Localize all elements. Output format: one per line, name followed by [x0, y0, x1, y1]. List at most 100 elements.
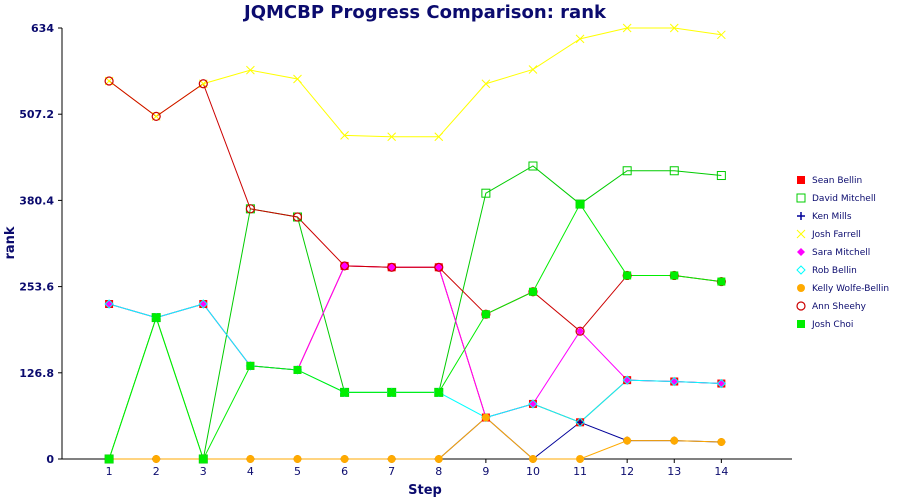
data-point-kelly-wolfe-bellin: [340, 455, 349, 463]
data-point-kelly-wolfe-bellin: [293, 455, 302, 463]
legend-label: David Mitchell: [812, 194, 876, 204]
legend-label: Ann Sheehy: [812, 302, 867, 312]
data-point-josh-farrell: [434, 132, 444, 142]
data-point-kelly-wolfe-bellin: [528, 455, 537, 463]
series-line-rob-bellin: [108, 303, 722, 423]
y-axis-label: rank: [3, 226, 18, 259]
data-point-josh-farrell: [717, 30, 726, 40]
x-tick-label: 12: [620, 465, 634, 478]
legend-label: Kelly Wolfe-Bellin: [812, 284, 889, 294]
data-point-josh-choi: [576, 200, 585, 209]
series-line-josh-farrell: [108, 27, 722, 138]
data-point-josh-choi: [199, 455, 208, 463]
legend-marker: [797, 320, 805, 328]
data-point-josh-choi: [152, 313, 161, 322]
data-point-sara-mitchell: [387, 263, 396, 272]
data-point-rob-bellin: [104, 299, 114, 309]
data-point-josh-farrell: [528, 65, 538, 74]
x-tick-label: 11: [573, 465, 587, 478]
data-point-sara-mitchell: [576, 327, 585, 336]
legend-marker: [797, 212, 805, 220]
data-point-kelly-wolfe-bellin: [576, 455, 585, 463]
data-point-david-mitchell: [622, 166, 632, 176]
data-point-ann-sheehy: [434, 262, 444, 272]
data-point-ann-sheehy: [292, 212, 303, 222]
data-point-ann-sheehy: [104, 76, 114, 86]
x-tick-label: 7: [388, 465, 395, 478]
data-point-josh-farrell: [481, 79, 491, 89]
data-point-ann-sheehy: [387, 262, 397, 272]
legend-marker: [797, 284, 805, 292]
data-point-ann-sheehy: [198, 79, 208, 89]
data-point-josh-farrell: [293, 74, 302, 84]
data-point-kelly-wolfe-bellin: [152, 455, 161, 463]
data-point-josh-choi: [717, 277, 726, 286]
data-point-josh-choi: [387, 388, 396, 397]
data-point-josh-choi: [481, 310, 490, 319]
legend-label: Sara Mitchell: [812, 248, 870, 258]
data-point-kelly-wolfe-bellin: [623, 436, 632, 445]
data-point-rob-bellin: [669, 376, 679, 387]
axis-ticks: 1 2 3 4 5 6 7 8 9 10 11 12 13 140126.8253.6380.4507.2…: [19, 22, 728, 478]
data-point-ann-sheehy: [575, 326, 585, 336]
data-point-rob-bellin: [622, 375, 632, 385]
x-tick-label: 5: [294, 465, 301, 478]
data-point-josh-farrell: [387, 132, 397, 142]
data-point-rob-bellin: [575, 417, 585, 427]
x-tick-label: 13: [667, 465, 681, 478]
data-point-ann-sheehy: [245, 204, 255, 214]
data-point-rob-bellin: [198, 299, 208, 309]
data-point-josh-choi: [528, 287, 537, 296]
data-point-david-mitchell: [528, 161, 538, 171]
legend-label: Sean Bellin: [812, 176, 862, 186]
data-point-josh-choi: [434, 388, 443, 397]
data-point-kelly-wolfe-bellin: [481, 413, 490, 422]
legend-label: Josh Farrell: [811, 230, 861, 240]
x-tick-label: 1: [106, 465, 113, 478]
data-point-kelly-wolfe-bellin: [434, 455, 443, 463]
data-point-ann-sheehy: [339, 261, 350, 271]
data-point-david-mitchell: [716, 171, 726, 181]
legend-marker: [797, 248, 805, 256]
x-tick-label: 4: [247, 465, 254, 478]
series-markers: [104, 23, 727, 464]
data-point-josh-farrell: [340, 131, 349, 140]
data-point-josh-farrell: [622, 23, 632, 33]
x-axis-label: Step: [408, 483, 442, 498]
x-tick-label: 6: [341, 465, 348, 478]
data-point-josh-farrell: [669, 23, 679, 33]
data-point-rob-bellin: [528, 399, 538, 409]
y-tick-label: 507.2: [19, 108, 54, 121]
x-tick-label: 2: [153, 465, 160, 478]
data-point-josh-choi: [105, 455, 114, 463]
series-line-josh-choi: [108, 203, 722, 461]
series-line-ann-sheehy: [108, 80, 722, 332]
data-point-david-mitchell: [669, 166, 679, 176]
data-point-josh-choi: [670, 271, 679, 280]
legend: Sean Bellin David Mitchell Ken Mills Josh F…: [796, 176, 889, 330]
data-point-josh-farrell: [575, 34, 585, 44]
data-point-kelly-wolfe-bellin: [717, 438, 726, 447]
data-point-josh-choi: [246, 361, 255, 370]
legend-marker: [796, 193, 806, 203]
legend-marker: [796, 301, 806, 311]
y-tick-label: 634: [31, 22, 54, 35]
x-tick-label: 3: [200, 465, 207, 478]
data-point-sara-mitchell: [340, 261, 349, 270]
data-point-ken-mills: [576, 418, 585, 427]
series-line-kelly-wolfe-bellin: [109, 416, 722, 460]
data-point-josh-choi: [623, 271, 632, 280]
data-point-josh-farrell: [246, 65, 255, 75]
legend-marker: [797, 176, 805, 184]
x-tick-label: 8: [435, 465, 442, 478]
legend-label: Rob Bellin: [812, 266, 857, 276]
data-point-rob-bellin: [716, 378, 727, 389]
y-tick-label: 380.4: [19, 194, 54, 207]
x-tick-label: 9: [482, 465, 489, 478]
data-point-kelly-wolfe-bellin: [670, 436, 679, 445]
data-point-josh-choi: [340, 388, 349, 397]
data-point-kelly-wolfe-bellin: [246, 455, 255, 463]
y-tick-label: 0: [46, 453, 54, 466]
y-tick-label: 253.6: [19, 281, 54, 294]
